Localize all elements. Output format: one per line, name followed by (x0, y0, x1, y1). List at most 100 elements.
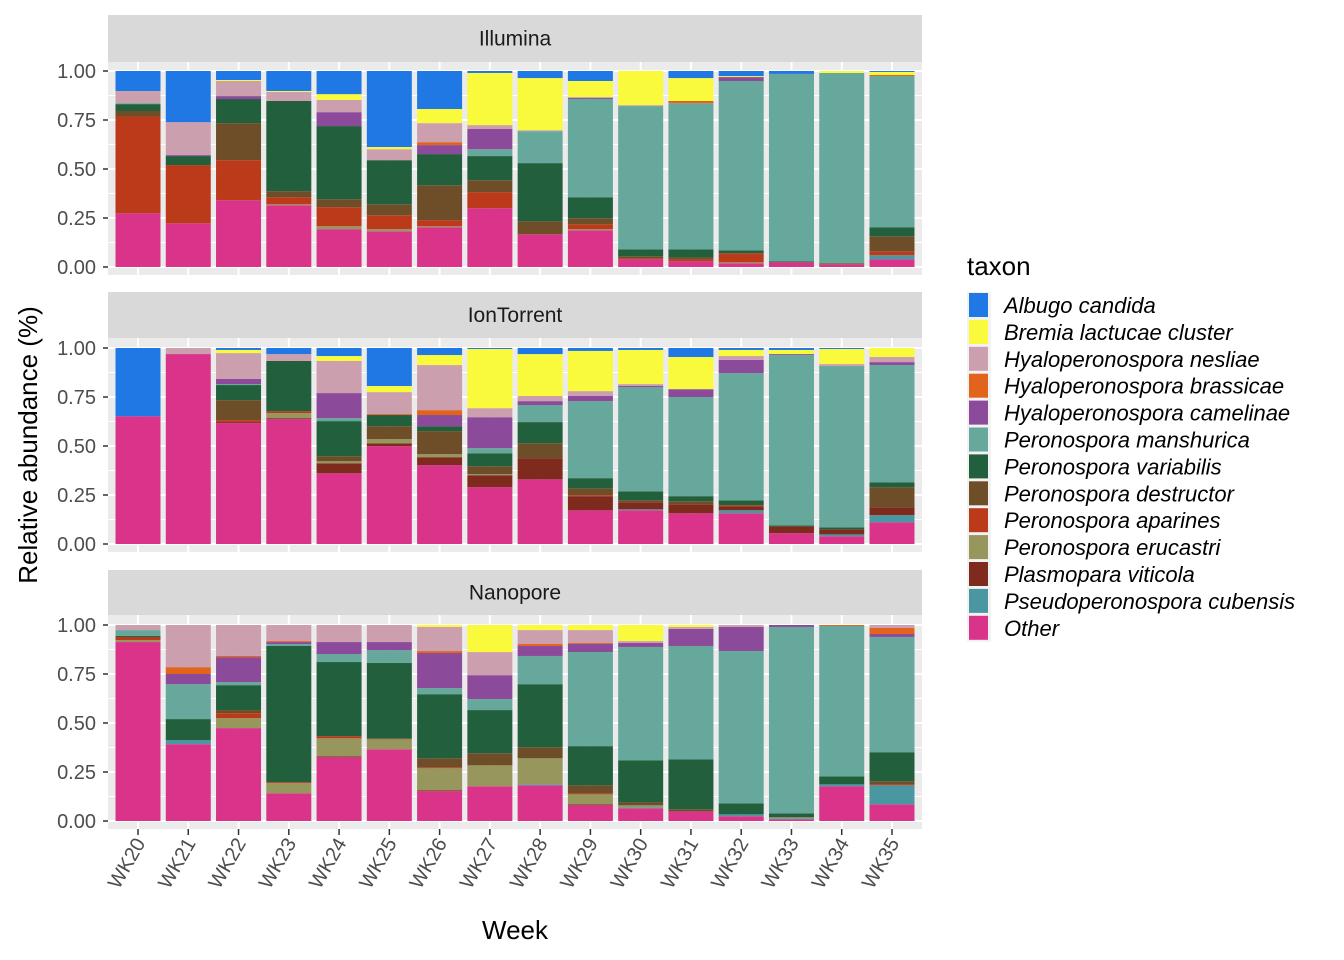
bar-segment-peronospora-manshurica (768, 73, 814, 262)
bar-segment-albugo-candida (718, 71, 764, 77)
bar-WK21 (165, 71, 211, 267)
bar-segment-peronospora-destructor (316, 199, 362, 208)
bar-segment-albugo-candida (417, 71, 463, 110)
y-tick-label: 0.25 (57, 208, 96, 230)
bar-segment-other (567, 230, 613, 267)
bar-segment-other (266, 205, 312, 267)
bar-segment-peronospora-variabilis (618, 249, 664, 257)
bar-segment-hyaloperonospora-nesliae (467, 125, 513, 130)
y-tick-label: 0.50 (57, 436, 96, 458)
x-tick-label: WK23 (255, 835, 301, 893)
bar-segment-other (115, 213, 161, 267)
bar-segment-other (819, 264, 865, 267)
bar-segment-peronospora-destructor (618, 500, 664, 503)
bar-segment-other (216, 423, 262, 544)
bar-segment-other (869, 804, 915, 821)
bar-segment-peronospora-destructor (216, 123, 262, 161)
bar-segment-peronospora-aparines (216, 160, 262, 201)
bar-WK25 (366, 625, 412, 821)
x-tick-label: WK20 (104, 835, 150, 893)
facet-strip (108, 15, 922, 62)
bar-segment-plasmopara-viticola (618, 502, 664, 510)
bar-WK23 (266, 625, 312, 821)
bar-segment-other (869, 259, 915, 267)
bar-segment-bremia-lactucae-cluster (567, 625, 613, 631)
bar-segment-albugo-candida (115, 71, 161, 91)
bar-segment-peronospora-variabilis (467, 453, 513, 467)
legend-item: Other (967, 614, 1061, 642)
bar-segment-peronospora-manshurica (618, 387, 664, 492)
bar-segment-other (366, 446, 412, 544)
x-tick-label: WK24 (305, 835, 351, 893)
bar-segment-hyaloperonospora-nesliae (316, 625, 362, 643)
bar-segment-peronospora-manshurica (467, 448, 513, 454)
bar-segment-plasmopara-viticola (819, 529, 865, 535)
bar-segment-plasmopara-viticola (216, 422, 262, 424)
bar-segment-hyaloperonospora-nesliae (165, 348, 211, 355)
bar-segment-peronospora-destructor (266, 191, 312, 198)
bar-segment-peronospora-aparines (668, 259, 714, 262)
bar-segment-hyaloperonospora-nesliae (417, 365, 463, 411)
legend-label: Peronospora aparines (1004, 508, 1220, 533)
bar-segment-peronospora-destructor (467, 466, 513, 475)
bar-segment-peronospora-variabilis (417, 694, 463, 759)
bar-segment-bremia-lactucae-cluster (417, 625, 463, 627)
bar-segment-bremia-lactucae-cluster (216, 349, 262, 354)
bar-segment-peronospora-variabilis (668, 496, 714, 502)
bar-segment-albugo-candida (618, 348, 664, 350)
bar-segment-albugo-candida (216, 71, 262, 81)
legend-swatch (969, 588, 988, 613)
bar-segment-hyaloperonospora-nesliae (618, 105, 664, 107)
bar-segment-peronospora-variabilis (216, 685, 262, 711)
bar-WK30 (618, 625, 664, 821)
bar-segment-hyaloperonospora-camelinae (517, 401, 563, 406)
bar-segment-bremia-lactucae-cluster (819, 71, 865, 73)
bar-segment-peronospora-erucastri (467, 474, 513, 476)
bar-segment-hyaloperonospora-nesliae (517, 630, 563, 645)
bar-segment-pseudoperonospora-cubensis (718, 510, 764, 514)
bar-WK29 (567, 71, 613, 267)
bar-segment-hyaloperonospora-camelinae (216, 657, 262, 683)
bar-segment-peronospora-aparines (618, 258, 664, 260)
bar-WK32 (718, 348, 764, 544)
bar-segment-albugo-candida (768, 348, 814, 350)
bar-segment-peronospora-variabilis (567, 746, 613, 786)
bar-segment-hyaloperonospora-brassicae (517, 644, 563, 646)
bar-segment-peronospora-aparines (417, 767, 463, 769)
bar-segment-other (366, 231, 412, 267)
bar-segment-other (316, 757, 362, 821)
bar-segment-peronospora-variabilis (718, 803, 764, 815)
bar-segment-peronospora-manshurica (567, 401, 613, 479)
legend-label: Hyaloperonospora nesliae (1004, 347, 1260, 372)
bar-segment-plasmopara-viticola (266, 418, 312, 420)
bar-segment-peronospora-erucastri (417, 768, 463, 791)
bar-segment-bremia-lactucae-cluster (467, 72, 513, 126)
bar-segment-peronospora-manshurica (115, 103, 161, 105)
bar-segment-other (467, 487, 513, 544)
bar-segment-peronospora-manshurica (366, 650, 412, 664)
bar-segment-hyaloperonospora-camelinae (668, 628, 714, 646)
bar-segment-albugo-candida (316, 348, 362, 357)
bar-segment-pseudoperonospora-cubensis (869, 785, 915, 805)
bar-segment-other (869, 522, 915, 544)
bar-segment-hyaloperonospora-nesliae (316, 360, 362, 394)
bar-segment-peronospora-destructor (417, 185, 463, 221)
bar-segment-albugo-candida (316, 71, 362, 95)
bar-segment-bremia-lactucae-cluster (366, 147, 412, 150)
y-tick-label: 0.75 (57, 664, 96, 686)
bar-segment-peronospora-erucastri (366, 229, 412, 232)
bar-segment-peronospora-manshurica (869, 365, 915, 483)
bar-segment-pseudoperonospora-cubensis (618, 509, 664, 511)
bar-segment-pseudoperonospora-cubensis (768, 818, 814, 820)
bar-WK33 (768, 348, 814, 544)
x-tick-label: WK28 (506, 835, 552, 893)
bar-WK21 (165, 348, 211, 544)
bar-segment-hyaloperonospora-camelinae (869, 362, 915, 366)
bar-segment-albugo-candida (216, 348, 262, 350)
bar-segment-hyaloperonospora-nesliae (366, 149, 412, 161)
bar-WK34 (819, 625, 865, 821)
y-tick-label: 0.25 (57, 762, 96, 784)
bar-segment-peronospora-manshurica (718, 373, 764, 501)
bar-segment-peronospora-aparines (417, 220, 463, 227)
